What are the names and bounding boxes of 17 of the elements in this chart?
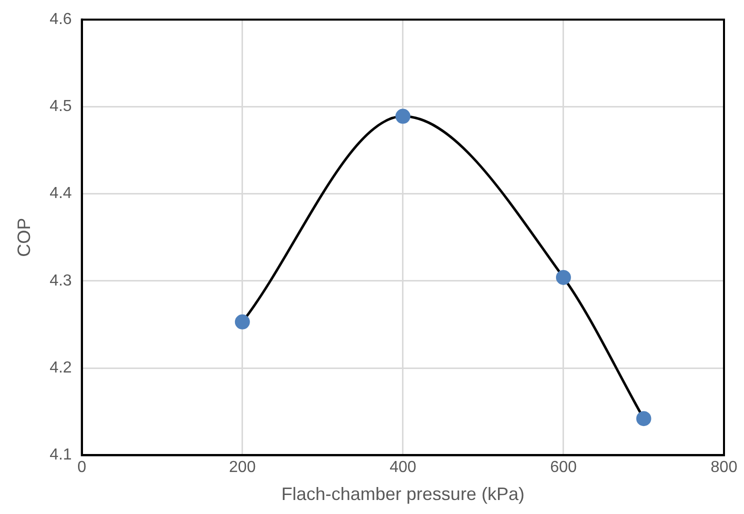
x-tick-label: 800 [710,459,738,476]
y-tick-label: 4.4 [50,185,72,202]
y-axis-title: COP [14,218,34,257]
point [395,108,410,124]
y-tick-label: 4.5 [50,98,72,116]
x-tick-label: 200 [229,459,256,476]
point [636,411,652,426]
y-tick-label: 4.3 [50,272,72,290]
y-tick-label: 4.2 [50,359,72,376]
x-tick-label: 600 [550,459,577,476]
x-tick-label: 0 [77,459,86,476]
point [556,270,571,285]
x-axis-title: Flach-chamber pressure (kPa) [281,484,524,504]
y-tick-label: 4.1 [50,446,72,464]
y-tick-label: 4.6 [50,11,72,28]
x-tick-label: 400 [390,459,416,476]
point [234,314,250,330]
